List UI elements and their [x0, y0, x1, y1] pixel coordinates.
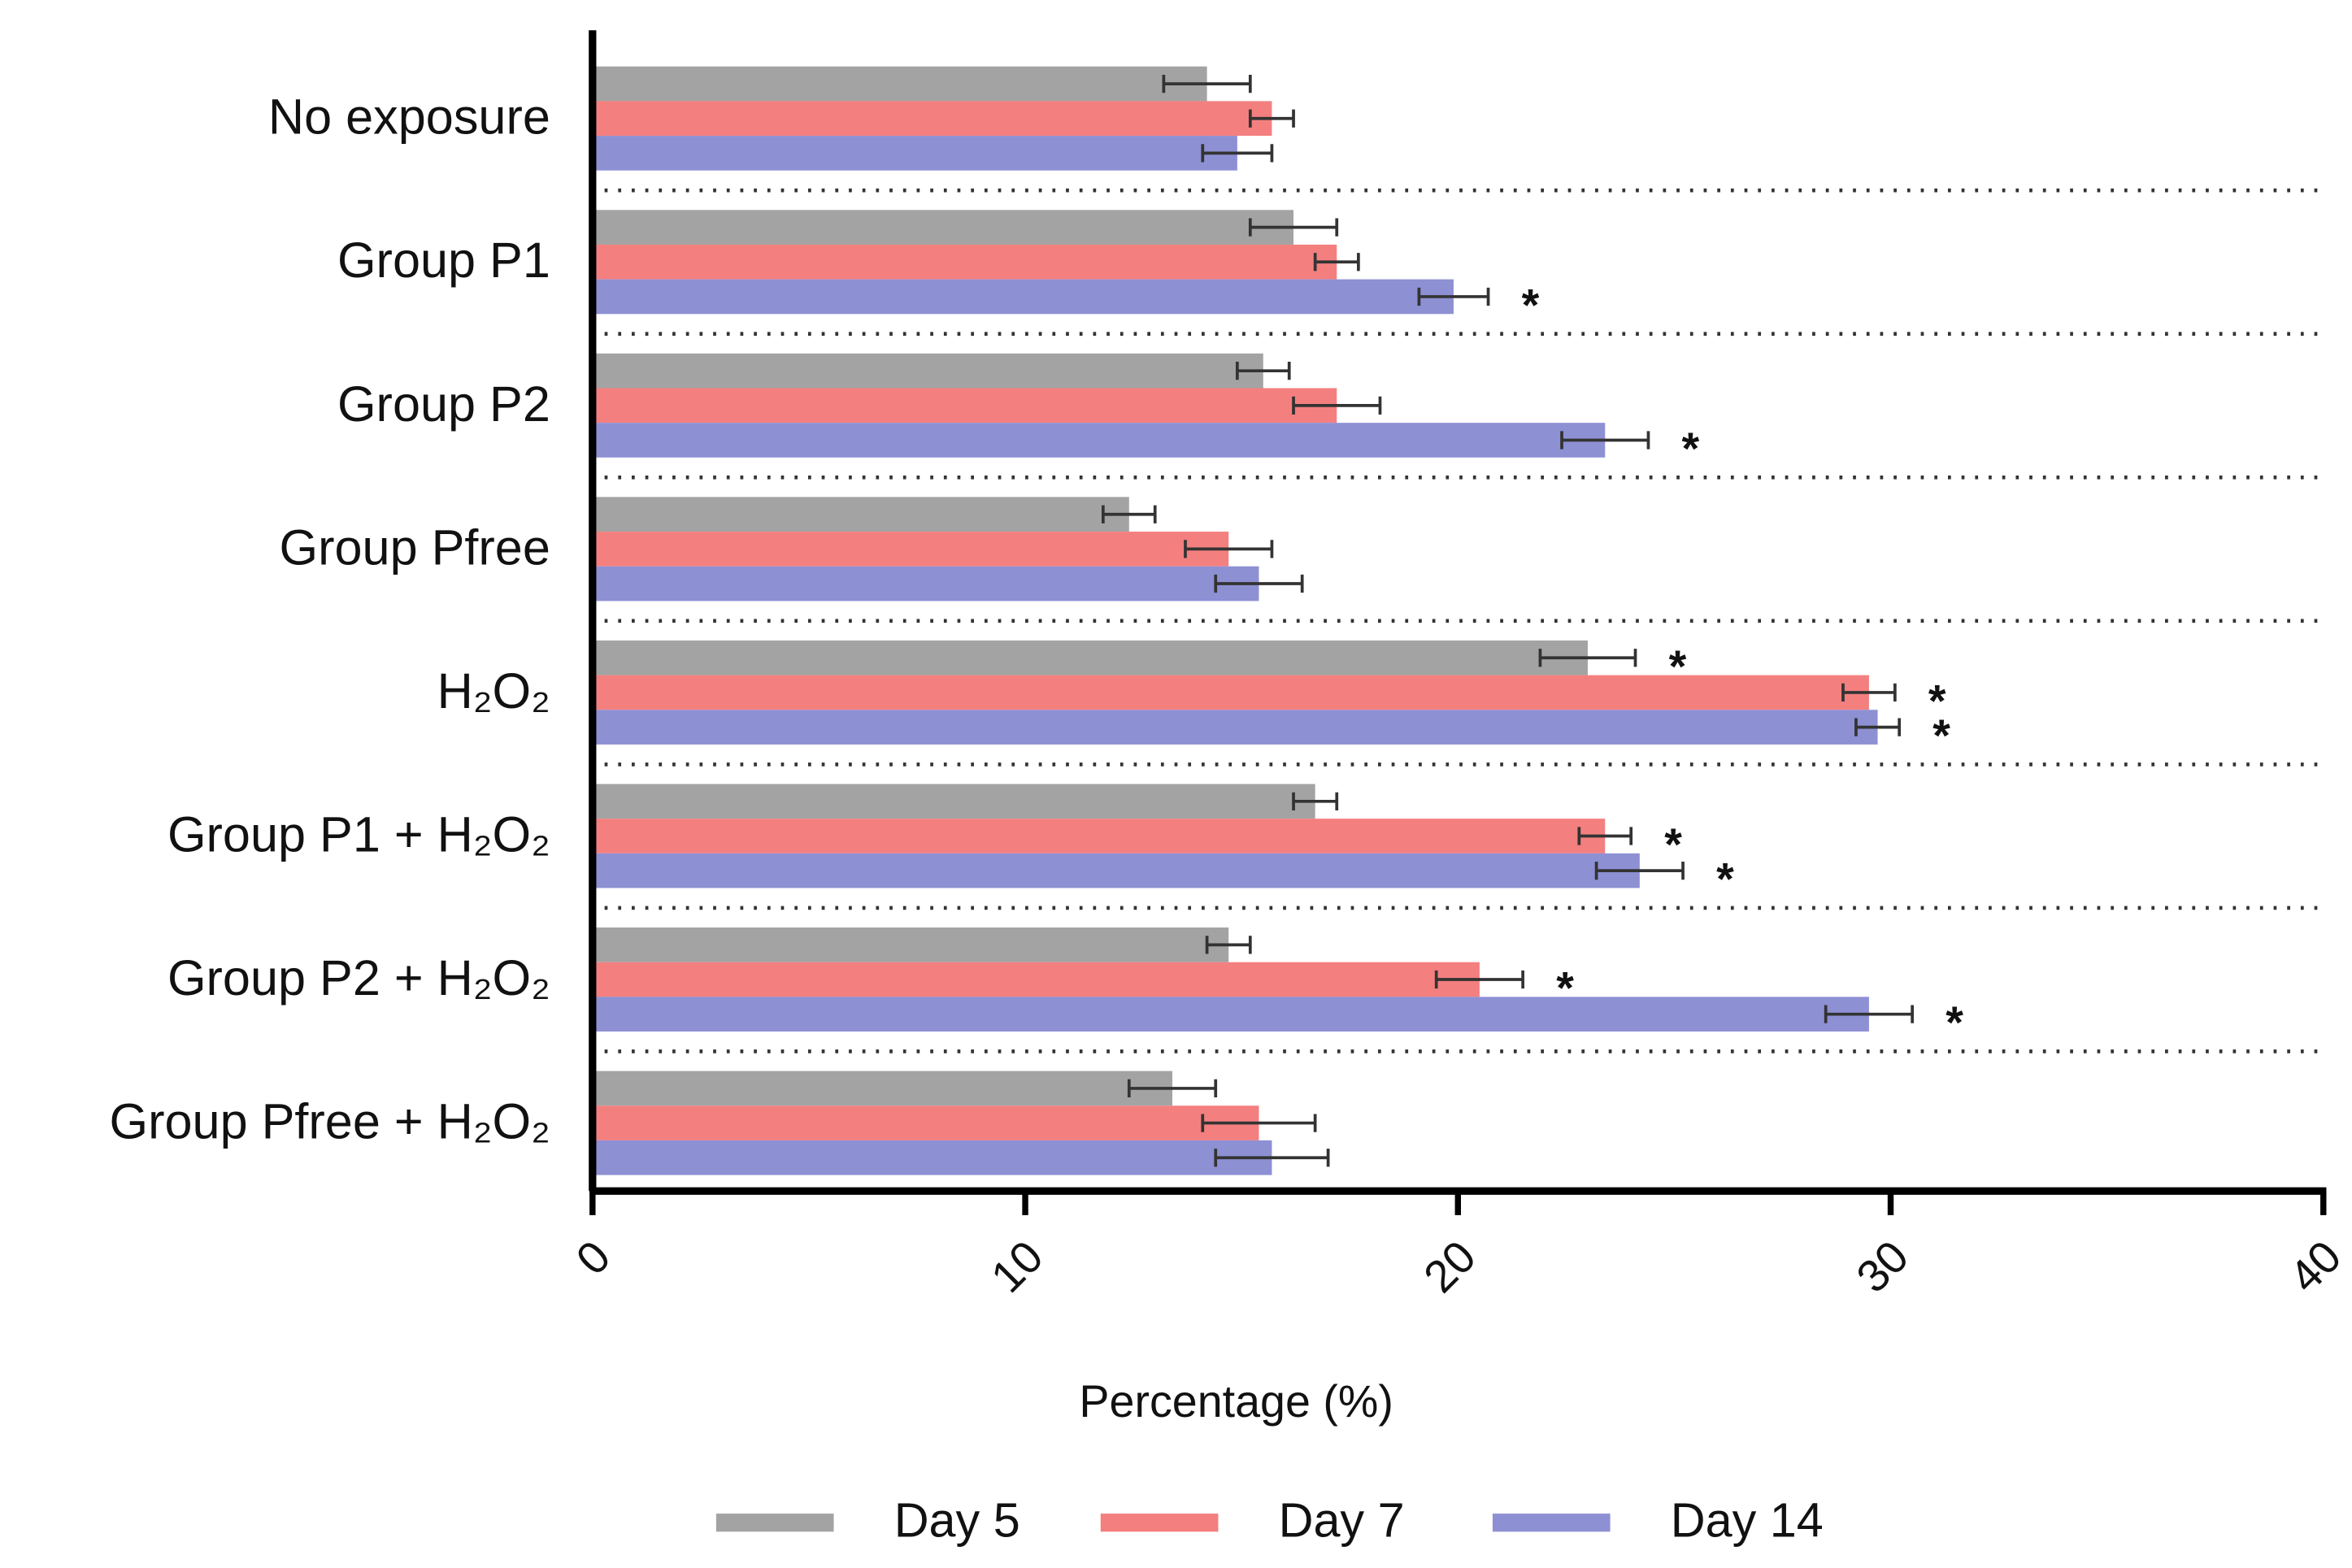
bar — [595, 66, 1207, 102]
error-bar — [1205, 936, 1252, 954]
bar — [595, 819, 1606, 853]
error-bar — [1201, 144, 1274, 163]
x-tick-label: 30 — [1847, 1231, 1919, 1302]
legend-swatch — [1100, 1514, 1219, 1532]
bar — [595, 640, 1588, 675]
bar — [595, 675, 1869, 710]
error-bar — [1292, 396, 1382, 415]
bar — [595, 497, 1129, 532]
bar — [595, 353, 1263, 389]
significance-marker: * — [1716, 854, 1734, 905]
error-bar — [1127, 1079, 1218, 1098]
x-tick-label: 40 — [2280, 1231, 2351, 1302]
error-bar — [1101, 505, 1157, 523]
bar — [595, 853, 1640, 888]
bar — [595, 279, 1454, 315]
error-bar — [1841, 683, 1897, 702]
error-bar — [1560, 431, 1650, 450]
error-bar — [1184, 540, 1274, 558]
error-bar — [1162, 74, 1252, 93]
error-bar — [1292, 792, 1339, 810]
bar — [595, 136, 1237, 171]
x-tick-label: 0 — [567, 1231, 620, 1284]
bar — [595, 1140, 1272, 1175]
bar — [595, 927, 1229, 962]
error-bar — [1235, 362, 1291, 380]
x-axis-title: Percentage (%) — [1079, 1376, 1393, 1427]
x-tick-label: 20 — [1414, 1231, 1485, 1302]
error-bar — [1824, 1005, 1914, 1023]
category-label: No exposure — [268, 89, 550, 145]
significance-marker: * — [1932, 710, 1950, 761]
error-bar — [1313, 253, 1360, 271]
bar — [595, 1105, 1259, 1140]
error-bar — [1201, 1114, 1317, 1132]
error-bar — [1214, 1149, 1330, 1167]
category-label: Group P2 — [337, 376, 550, 432]
significance-marker: * — [1664, 819, 1682, 870]
significance-marker: * — [1946, 997, 1963, 1048]
error-bar — [1214, 574, 1304, 593]
significance-marker: * — [1682, 423, 1700, 474]
bar — [595, 566, 1259, 602]
category-label: H₂O₂ — [437, 663, 550, 719]
bar — [595, 101, 1272, 137]
x-tick-label: 10 — [981, 1231, 1053, 1302]
error-bar — [1538, 649, 1637, 667]
bar — [595, 388, 1337, 423]
category-label: Group Pfree — [280, 519, 550, 575]
bar — [595, 244, 1337, 280]
category-label: Group P1 — [337, 232, 550, 288]
bar — [595, 962, 1480, 997]
category-label: Group P2 + H₂O₂ — [167, 950, 550, 1006]
legend-swatch — [1492, 1514, 1611, 1532]
legend-label: Day 14 — [1671, 1493, 1824, 1548]
significance-marker: * — [1928, 675, 1946, 726]
legend-label: Day 7 — [1279, 1493, 1405, 1548]
bar — [595, 784, 1315, 819]
error-bar — [1434, 970, 1524, 989]
error-bar — [1248, 109, 1295, 128]
error-bar — [1854, 718, 1902, 736]
bar — [595, 997, 1869, 1032]
bar — [595, 210, 1294, 245]
bar — [595, 423, 1606, 458]
significance-marker: * — [1522, 280, 1540, 330]
error-bar — [1577, 827, 1633, 845]
bar — [595, 532, 1229, 567]
legend-label: Day 5 — [894, 1493, 1020, 1548]
bar — [595, 1071, 1173, 1106]
legend-swatch — [715, 1514, 834, 1532]
error-bar — [1248, 218, 1339, 237]
error-bar — [1594, 862, 1685, 880]
category-label: Group P1 + H₂O₂ — [167, 806, 550, 862]
bar — [595, 710, 1878, 745]
category-label: Group Pfree + H₂O₂ — [110, 1094, 550, 1149]
error-bar — [1417, 287, 1490, 306]
